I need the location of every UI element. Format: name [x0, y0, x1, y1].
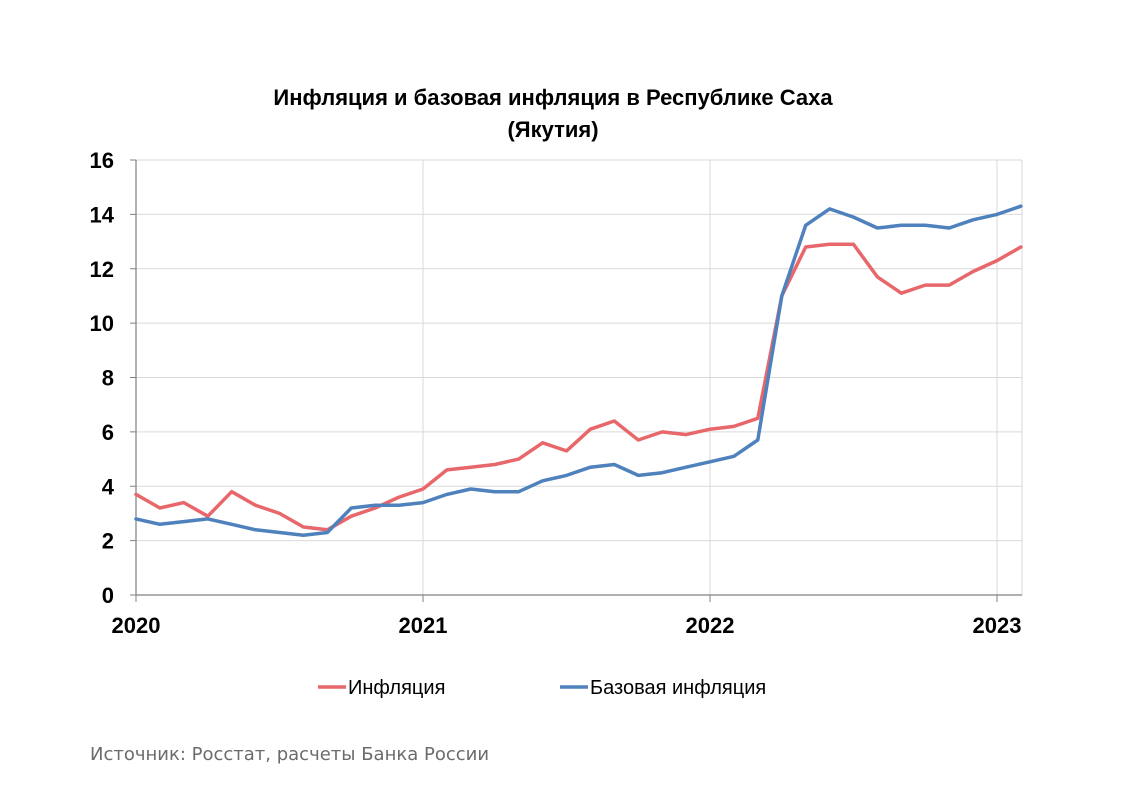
chart-title-line1: Инфляция и базовая инфляция в Республике… — [273, 85, 833, 110]
series-line-core-inflation — [134, 204, 1023, 537]
y-tick-labels: 0 2 4 6 8 10 12 14 16 — [90, 148, 115, 608]
chart-title-line2: (Якутия) — [507, 117, 598, 142]
y-tick-8: 8 — [102, 366, 114, 391]
x-tick-2023: 2023 — [973, 613, 1022, 638]
y-tick-6: 6 — [102, 420, 114, 445]
axes — [130, 159, 1022, 602]
y-tick-0: 0 — [102, 583, 114, 608]
x-tick-2020: 2020 — [112, 613, 161, 638]
series-line-inflation — [134, 242, 1023, 532]
grid-lines — [136, 159, 1023, 595]
legend-label-inflation: Инфляция — [348, 677, 445, 699]
y-tick-4: 4 — [102, 474, 115, 499]
y-tick-16: 16 — [90, 148, 114, 173]
y-tick-10: 10 — [90, 311, 114, 336]
legend: Инфляция Базовая инфляция — [318, 677, 766, 699]
x-tick-2022: 2022 — [686, 613, 735, 638]
y-tick-2: 2 — [102, 529, 114, 554]
x-tick-2021: 2021 — [399, 613, 448, 638]
legend-label-core-inflation: Базовая инфляция — [590, 677, 766, 699]
series-lines — [134, 204, 1023, 537]
y-tick-14: 14 — [90, 202, 115, 227]
x-tick-labels: 2020 2021 2022 2023 — [112, 613, 1022, 638]
source-note: Источник: Росстат, расчеты Банка России — [90, 744, 490, 765]
y-tick-12: 12 — [90, 257, 114, 282]
